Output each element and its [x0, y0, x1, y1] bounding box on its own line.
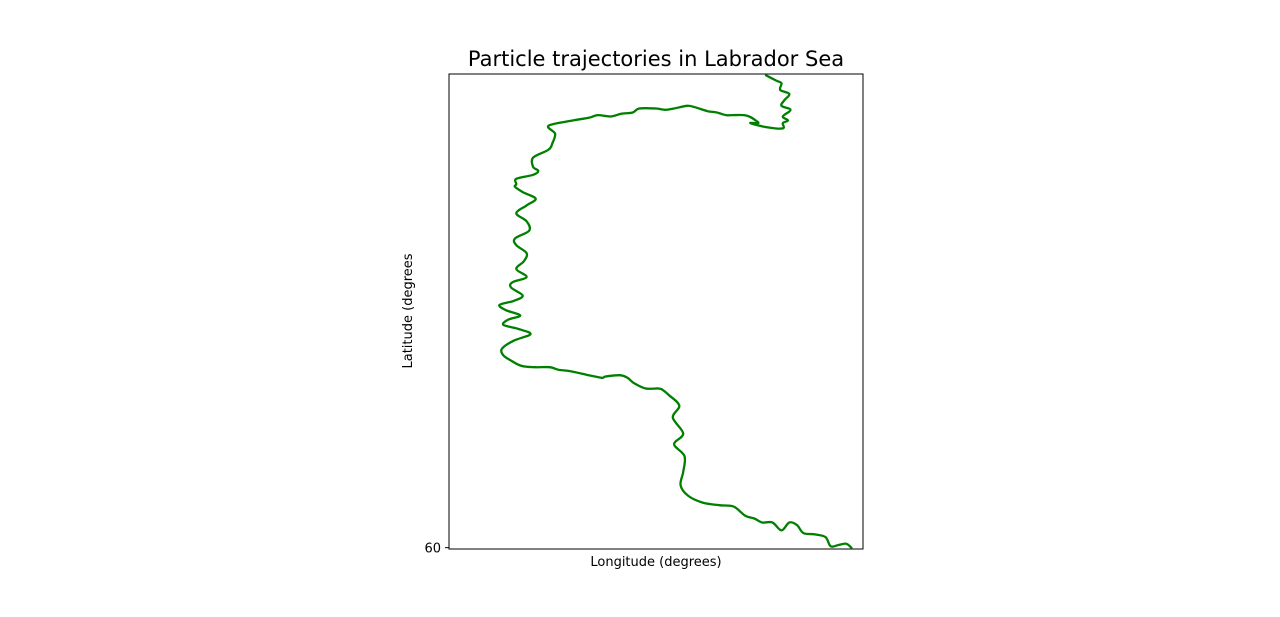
y-axis-ticks: 60 [424, 542, 449, 557]
series-layer [498, 74, 853, 549]
plot-area-frame [448, 73, 864, 550]
trajectory-line-1 [498, 74, 853, 549]
x-axis-label: Longitude (degrees) [590, 555, 721, 570]
y-axis-label: Latitude (degrees [401, 253, 416, 368]
chart-title: Particle trajectories in Labrador Sea [468, 47, 844, 71]
y-tick-label: 60 [424, 542, 441, 557]
